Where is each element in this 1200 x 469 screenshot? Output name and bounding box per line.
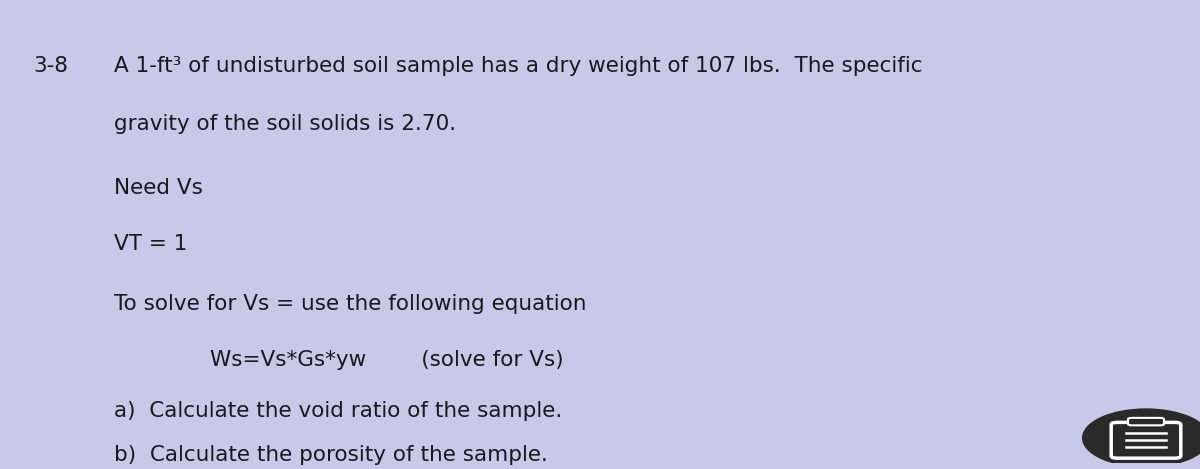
Text: Ws=Vs*Gs*yw        (solve for Vs): Ws=Vs*Gs*yw (solve for Vs): [210, 350, 564, 370]
Text: A 1-ft³ of undisturbed soil sample has a dry weight of 107 lbs.  The specific: A 1-ft³ of undisturbed soil sample has a…: [114, 56, 923, 76]
Text: b)  Calculate the porosity of the sample.: b) Calculate the porosity of the sample.: [114, 445, 548, 465]
Text: VT = 1: VT = 1: [114, 234, 187, 254]
Text: 3-8: 3-8: [34, 56, 68, 76]
Text: Need Vs: Need Vs: [114, 178, 203, 198]
Text: a)  Calculate the void ratio of the sample.: a) Calculate the void ratio of the sampl…: [114, 401, 563, 421]
Text: gravity of the soil solids is 2.70.: gravity of the soil solids is 2.70.: [114, 113, 456, 134]
Text: To solve for Vs = use the following equation: To solve for Vs = use the following equa…: [114, 294, 587, 314]
FancyBboxPatch shape: [1128, 418, 1164, 425]
Ellipse shape: [1082, 409, 1200, 467]
